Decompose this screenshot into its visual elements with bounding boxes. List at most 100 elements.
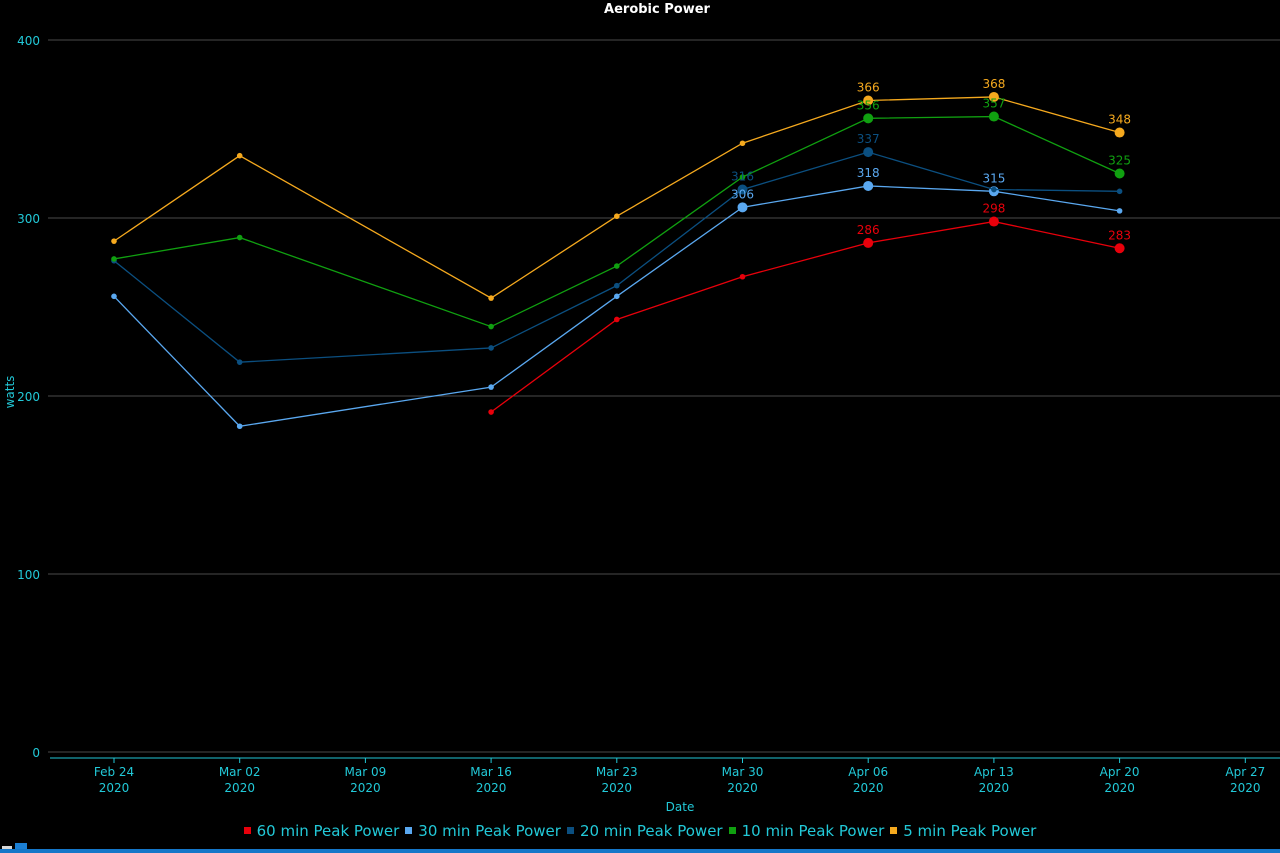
x-tick-year: 2020: [979, 781, 1010, 795]
legend-swatch: [243, 827, 251, 834]
data-point[interactable]: [614, 293, 620, 300]
data-point[interactable]: [614, 263, 620, 269]
data-point[interactable]: [863, 113, 874, 124]
data-point[interactable]: [488, 384, 494, 390]
data-point[interactable]: [614, 282, 620, 289]
data-point[interactable]: [614, 213, 620, 220]
chart-legend: 60 min Peak Power 30 min Peak Power 20 min…: [0, 822, 1280, 840]
series-10-min-peak-power: [111, 111, 1125, 330]
data-label: 298: [982, 202, 1005, 216]
data-point[interactable]: [614, 316, 620, 323]
x-tick-label: Feb 24: [94, 765, 134, 779]
x-tick-year: 2020: [1104, 781, 1135, 795]
x-tick-label: Apr 20: [1100, 765, 1140, 779]
legend-item-20-min-peak-power[interactable]: 20 min Peak Power: [566, 822, 723, 840]
data-point[interactable]: [236, 359, 243, 365]
legend-swatch: [728, 827, 736, 834]
data-label: 315: [982, 171, 1005, 185]
data-point[interactable]: [111, 256, 117, 262]
legend-swatch: [405, 827, 413, 834]
data-point[interactable]: [1116, 188, 1123, 195]
data-point[interactable]: [863, 237, 874, 248]
series-line: [113, 115, 1120, 328]
data-label: 337: [857, 132, 880, 146]
data-point[interactable]: [739, 174, 746, 180]
data-point[interactable]: [1114, 127, 1125, 138]
data-label: 286: [857, 223, 880, 237]
data-point[interactable]: [737, 184, 748, 195]
data-point[interactable]: [111, 238, 117, 244]
legend-label: 20 min Peak Power: [579, 822, 723, 840]
data-point[interactable]: [488, 295, 494, 301]
x-axis-ticks: Feb 24 2020 Mar 02 2020 Mar 09 2020 Mar 16 2020…: [94, 758, 1265, 795]
series-line: [490, 220, 1120, 413]
data-point[interactable]: [1114, 168, 1125, 179]
series-30-min-peak-power: [111, 180, 1123, 430]
y-tick-label: 400: [17, 34, 40, 48]
legend-swatch: [890, 827, 898, 834]
legend-item-30-min-peak-power[interactable]: 30 min Peak Power: [405, 822, 561, 840]
chart-title: Aerobic Power: [604, 2, 710, 17]
series-line: [113, 185, 1120, 427]
series-5-min-peak-power: [111, 91, 1125, 301]
y-axis-label: watts: [3, 376, 17, 409]
data-point[interactable]: [488, 323, 494, 330]
data-point[interactable]: [988, 216, 999, 227]
data-point[interactable]: [1116, 208, 1123, 214]
legend-item-5-min-peak-power[interactable]: 5 min Peak Power: [890, 822, 1036, 840]
y-axis-ticks: 0 100 200 300 400: [17, 34, 40, 760]
legend-label: 30 min Peak Power: [418, 822, 561, 840]
data-point[interactable]: [991, 186, 997, 193]
series-60-min-peak-power: [488, 216, 1125, 415]
data-point[interactable]: [863, 95, 874, 106]
series-20-min-peak-power: [111, 147, 1123, 365]
legend-label: 5 min Peak Power: [903, 822, 1037, 840]
series-line: [113, 96, 1120, 299]
x-tick-label: Mar 23: [596, 765, 638, 779]
data-point[interactable]: [488, 409, 494, 415]
data-point[interactable]: [739, 273, 746, 280]
horizontal-scrollbar[interactable]: [0, 849, 1280, 853]
scroll-handle[interactable]: [15, 843, 27, 853]
legend-label: 10 min Peak Power: [741, 822, 885, 840]
legend-item-10-min-peak-power[interactable]: 10 min Peak Power: [728, 822, 885, 840]
x-tick-label: Mar 16: [470, 765, 512, 779]
data-label: 283: [1108, 228, 1131, 242]
series-line: [113, 151, 1120, 363]
data-point[interactable]: [488, 345, 494, 351]
data-label: 357: [982, 97, 1005, 111]
data-point[interactable]: [236, 234, 243, 241]
x-tick-label: Mar 09: [345, 765, 387, 779]
y-tick-label: 200: [17, 390, 40, 404]
data-label: 368: [982, 77, 1005, 91]
legend-label: 60 min Peak Power: [256, 822, 400, 840]
data-label: 348: [1108, 113, 1131, 127]
x-tick-year: 2020: [1230, 781, 1261, 795]
legend-item-60-min-peak-power[interactable]: 60 min Peak Power: [243, 822, 400, 840]
x-tick-year: 2020: [99, 781, 130, 795]
x-tick-label: Mar 30: [722, 765, 764, 779]
data-point[interactable]: [236, 152, 243, 159]
x-tick-year: 2020: [350, 781, 381, 795]
data-label: 318: [857, 166, 880, 180]
y-tick-label: 0: [32, 746, 40, 760]
data-point[interactable]: [863, 180, 874, 191]
data-point[interactable]: [988, 111, 999, 122]
x-tick-year: 2020: [224, 781, 255, 795]
data-label: 366: [857, 81, 880, 95]
data-label: 306: [731, 187, 754, 201]
data-point[interactable]: [737, 202, 748, 213]
data-point[interactable]: [236, 423, 243, 430]
x-tick-year: 2020: [602, 781, 633, 795]
data-point[interactable]: [988, 91, 999, 102]
data-point[interactable]: [739, 140, 746, 147]
data-point[interactable]: [863, 147, 874, 158]
data-label: 325: [1108, 154, 1131, 168]
data-point[interactable]: [111, 293, 117, 300]
data-label: 316: [731, 170, 754, 184]
y-tick-label: 300: [17, 212, 40, 226]
x-tick-year: 2020: [727, 781, 758, 795]
data-label: 356: [857, 98, 880, 112]
data-point[interactable]: [1114, 243, 1125, 254]
x-tick-label: Apr 27: [1225, 765, 1265, 779]
